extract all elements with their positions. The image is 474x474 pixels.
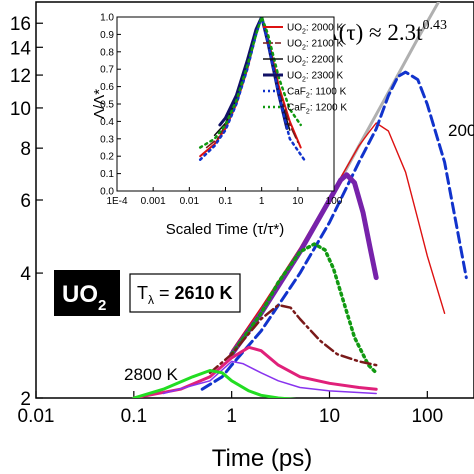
- inset-y-tick-label-10: 1.0: [100, 13, 114, 24]
- main-y-tick-label-3: 8: [20, 139, 31, 160]
- main-series-line-2: [200, 70, 468, 391]
- main-y-tick-label-7: 16: [10, 14, 31, 35]
- inset-axes: 1E-4 0.001 0.01 0.1 1 10 100 0.0 0.1 0.2 0.3 0.4 0.5…: [100, 13, 343, 208]
- inset-x-tick-label-5: 10: [292, 196, 304, 207]
- temperature-box-text: Tλ = 2610 K: [137, 283, 233, 307]
- inset-x-tick-label-2: 0.01: [180, 196, 200, 207]
- temperature-box: Tλ = 2610 K: [129, 273, 241, 313]
- inset-y-tick-label-1: 0.1: [100, 169, 114, 180]
- inset-y-tick-label-8: 0.8: [100, 47, 114, 58]
- formula-exponent: 0.43: [423, 18, 448, 33]
- inset-y-tick-label-9: 0.9: [100, 30, 114, 41]
- main-series-line-5: [208, 303, 378, 375]
- main-x-tick-label-3: 10: [319, 406, 340, 427]
- main-x-axis-label: Time (ps): [212, 445, 312, 472]
- inset-y-tick-label-0: 0.0: [100, 187, 114, 198]
- inset-background: [117, 17, 334, 191]
- main-y-tick-label-4: 10: [10, 99, 31, 120]
- inset-legend-label-1: UO2: 2100 K: [287, 39, 343, 52]
- inset-y-tick-label-6: 0.6: [100, 82, 114, 93]
- main-y-tick-label-1: 4: [20, 264, 31, 285]
- inset-y-tick-label-7: 0.7: [100, 65, 114, 76]
- temperature-eq: =: [154, 283, 175, 303]
- main-x-tick-label-0: 0.01: [18, 406, 55, 427]
- inset-series-line-4: [198, 17, 306, 161]
- main-series-line-7: [162, 360, 377, 395]
- main-series-line-8: [132, 369, 297, 398]
- temperature-sub: λ: [148, 293, 154, 307]
- main-series-group: [132, 2, 468, 398]
- inset-y-tick-label-4: 0.4: [100, 117, 114, 128]
- inset-x-tick-label-6: 100: [326, 196, 343, 207]
- inset-x-tick-label-0: 1E-4: [106, 196, 128, 207]
- inset-legend-label-4: CaF2: 1100 K: [287, 87, 347, 100]
- temperature-prefix: T: [137, 283, 148, 303]
- inset-x-tick-label-4: 1: [259, 196, 265, 207]
- inset-x-axis-label: Scaled Time (τ/τ*): [166, 221, 285, 238]
- main-x-tick-label-4: 100: [411, 406, 443, 427]
- main-y-tick-label-0: 2: [20, 389, 31, 410]
- inset-y-tick-label-5: 0.5: [100, 100, 114, 111]
- inset-legend: UO2: 2000 K UO2: 2100 K UO2: 2200 K UO2: 23…: [263, 23, 347, 116]
- formula-annotation: Λ(τ) ≈ 2.3t0.43: [322, 18, 447, 45]
- main-series-line-4: [229, 242, 378, 375]
- inset-y-tick-label-2: 0.2: [100, 152, 114, 163]
- main-y-tick-label-6: 14: [10, 38, 32, 59]
- inset-x-tick-label-1: 0.001: [141, 196, 166, 207]
- material-badge-text: UO2: [62, 281, 106, 314]
- material-badge-base: UO: [62, 281, 98, 308]
- inset-series-group: [198, 17, 306, 161]
- main-x-tick-label-1: 0.1: [121, 406, 147, 427]
- main-y-tick-label-2: 6: [20, 191, 31, 212]
- inset-legend-label-5: CaF2: 1200 K: [287, 103, 347, 116]
- material-badge-sub: 2: [98, 297, 106, 314]
- inset-series-line-3: [218, 17, 289, 130]
- material-badge-bg: [54, 270, 120, 316]
- main-series-line-3: [229, 172, 379, 357]
- temperature-box-frame: [129, 273, 241, 313]
- inset-x-tick-label-3: 0.1: [219, 196, 233, 207]
- inset-legend-label-2: UO2: 2200 K: [287, 55, 343, 68]
- inset-chart: 1E-4 0.001 0.01 0.1 1 10 100 0.0 0.1 0.2 0.3 0.4 0.5…: [91, 13, 347, 239]
- high-temp-label: 200: [448, 121, 474, 140]
- inset-legend-label-0: UO2: 2000 K: [287, 23, 343, 36]
- formula-main: Λ(τ) ≈ 2.3t: [322, 20, 423, 45]
- temperature-value: 2610 K: [175, 283, 233, 303]
- main-x-tick-label-2: 1: [226, 406, 237, 427]
- inset-series-line-5: [198, 17, 302, 149]
- inset-y-tick-label-3: 0.3: [100, 134, 114, 145]
- low-temp-label: 2800 K: [124, 365, 179, 384]
- material-badge: UO2: [54, 270, 120, 316]
- main-y-tick-label-5: 12: [10, 66, 31, 87]
- inset-legend-label-3: UO2: 2300 K: [287, 71, 343, 84]
- inset-y-axis-label: Λ/Λ*: [91, 89, 108, 119]
- main-series-line-6: [132, 345, 378, 398]
